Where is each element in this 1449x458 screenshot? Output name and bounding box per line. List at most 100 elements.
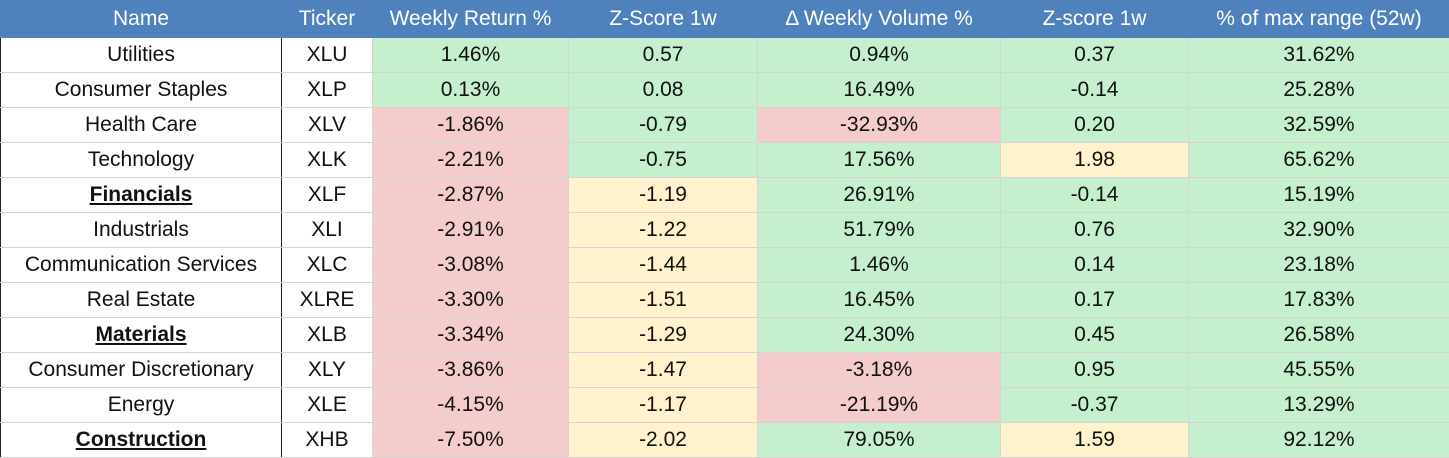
value-cell: 32.90%	[1188, 212, 1449, 248]
value-cell: -0.14	[1000, 177, 1189, 213]
value-cell: -1.44	[568, 247, 758, 283]
value-cell: -1.51	[568, 282, 758, 318]
value-cell: -1.86%	[372, 107, 569, 143]
value-cell: 92.12%	[1188, 422, 1449, 458]
column-header: Ticker	[281, 0, 373, 38]
value-cell: 0.76	[1000, 212, 1189, 248]
value-cell: 17.56%	[757, 142, 1001, 178]
value-cell: 26.91%	[757, 177, 1001, 213]
value-cell: -32.93%	[757, 107, 1001, 143]
value-cell: 25.28%	[1188, 72, 1449, 108]
ticker: XLRE	[281, 282, 373, 318]
value-cell: 51.79%	[757, 212, 1001, 248]
value-cell: 16.49%	[757, 72, 1001, 108]
ticker: XLU	[281, 37, 373, 73]
sector-name: Energy	[0, 387, 282, 423]
table-row: Health Care XLV -1.86% -0.79 -32.93% 0.20 32.5…	[0, 107, 1449, 143]
value-cell: -2.91%	[372, 212, 569, 248]
header-row: Name Ticker Weekly Return % Z-Score 1w Δ Wee…	[0, 0, 1449, 38]
table-row: Industrials XLI -2.91% -1.22 51.79% 0.76 32.90…	[0, 212, 1449, 248]
sector-name: Consumer Discretionary	[0, 352, 282, 388]
value-cell: -2.02	[568, 422, 758, 458]
value-cell: 13.29%	[1188, 387, 1449, 423]
value-cell: -1.22	[568, 212, 758, 248]
sector-name: Consumer Staples	[0, 72, 282, 108]
table-row: Utilities XLU 1.46% 0.57 0.94% 0.37 31.62%	[0, 37, 1449, 73]
value-cell: -0.14	[1000, 72, 1189, 108]
value-cell: -2.87%	[372, 177, 569, 213]
value-cell: -3.34%	[372, 317, 569, 353]
value-cell: 0.13%	[372, 72, 569, 108]
value-cell: 79.05%	[757, 422, 1001, 458]
value-cell: 0.17	[1000, 282, 1189, 318]
sector-name: Communication Services	[0, 247, 282, 283]
value-cell: -2.21%	[372, 142, 569, 178]
sector-name: Financials	[0, 177, 282, 213]
value-cell: 0.37	[1000, 37, 1189, 73]
value-cell: -3.86%	[372, 352, 569, 388]
value-cell: 1.98	[1000, 142, 1189, 178]
ticker: XLK	[281, 142, 373, 178]
table-row: Construction XHB -7.50% -2.02 79.05% 1.59 92.1…	[0, 422, 1449, 458]
value-cell: 0.08	[568, 72, 758, 108]
ticker: XLE	[281, 387, 373, 423]
ticker: XLB	[281, 317, 373, 353]
column-header: Z-Score 1w	[568, 0, 758, 38]
table-row: Materials XLB -3.34% -1.29 24.30% 0.45 26.58%	[0, 317, 1449, 353]
value-cell: 24.30%	[757, 317, 1001, 353]
ticker: XLF	[281, 177, 373, 213]
value-cell: 0.45	[1000, 317, 1189, 353]
value-cell: -4.15%	[372, 387, 569, 423]
value-cell: 0.14	[1000, 247, 1189, 283]
value-cell: -1.19	[568, 177, 758, 213]
ticker: XHB	[281, 422, 373, 458]
table-row: Communication Services XLC -3.08% -1.44 1.46…	[0, 247, 1449, 283]
table-row: Consumer Discretionary XLY -3.86% -1.47 -3.1…	[0, 352, 1449, 388]
sector-name: Construction	[0, 422, 282, 458]
column-header: Weekly Return %	[372, 0, 569, 38]
value-cell: -3.08%	[372, 247, 569, 283]
value-cell: -1.47	[568, 352, 758, 388]
value-cell: -21.19%	[757, 387, 1001, 423]
column-header: Δ Weekly Volume %	[757, 0, 1001, 38]
value-cell: -1.17	[568, 387, 758, 423]
value-cell: -1.29	[568, 317, 758, 353]
value-cell: 65.62%	[1188, 142, 1449, 178]
ticker: XLY	[281, 352, 373, 388]
value-cell: 0.57	[568, 37, 758, 73]
value-cell: 1.46%	[372, 37, 569, 73]
table-row: Real Estate XLRE -3.30% -1.51 16.45% 0.17 17.8…	[0, 282, 1449, 318]
value-cell: 0.20	[1000, 107, 1189, 143]
value-cell: 45.55%	[1188, 352, 1449, 388]
table-row: Energy XLE -4.15% -1.17 -21.19% -0.37 13.29%	[0, 387, 1449, 423]
sector-name: Materials	[0, 317, 282, 353]
value-cell: -3.30%	[372, 282, 569, 318]
sector-name: Utilities	[0, 37, 282, 73]
sector-name: Real Estate	[0, 282, 282, 318]
value-cell: 1.46%	[757, 247, 1001, 283]
value-cell: 26.58%	[1188, 317, 1449, 353]
value-cell: -0.79	[568, 107, 758, 143]
table-body: Utilities XLU 1.46% 0.57 0.94% 0.37 31.62% Cons…	[0, 37, 1449, 458]
value-cell: -3.18%	[757, 352, 1001, 388]
ticker: XLC	[281, 247, 373, 283]
value-cell: -0.37	[1000, 387, 1189, 423]
value-cell: 17.83%	[1188, 282, 1449, 318]
ticker: XLV	[281, 107, 373, 143]
value-cell: 32.59%	[1188, 107, 1449, 143]
sector-name: Technology	[0, 142, 282, 178]
sector-name: Health Care	[0, 107, 282, 143]
column-header: % of max range (52w)	[1188, 0, 1449, 38]
value-cell: 0.94%	[757, 37, 1001, 73]
ticker: XLP	[281, 72, 373, 108]
value-cell: 0.95	[1000, 352, 1189, 388]
column-header: Name	[0, 0, 282, 38]
value-cell: 16.45%	[757, 282, 1001, 318]
column-header: Z-score 1w	[1000, 0, 1189, 38]
table-row: Consumer Staples XLP 0.13% 0.08 16.49% -0.14 2…	[0, 72, 1449, 108]
table-row: Technology XLK -2.21% -0.75 17.56% 1.98 65.62%	[0, 142, 1449, 178]
value-cell: 31.62%	[1188, 37, 1449, 73]
value-cell: 23.18%	[1188, 247, 1449, 283]
